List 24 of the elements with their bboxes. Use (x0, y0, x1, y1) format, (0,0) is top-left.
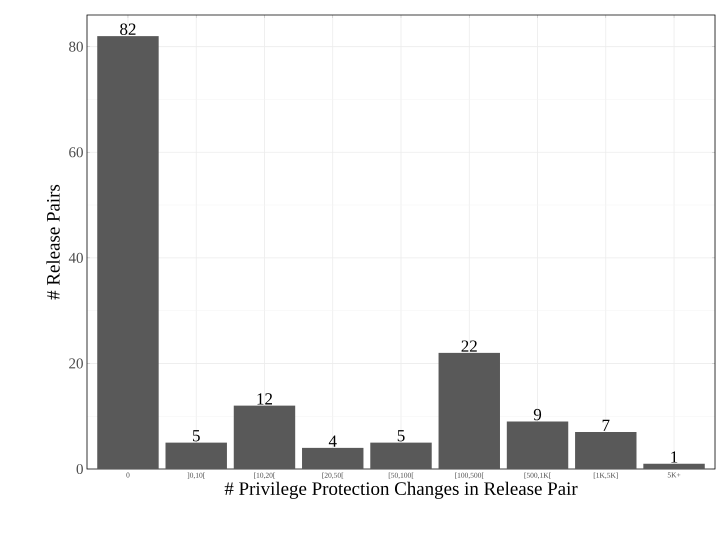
bar (438, 352, 500, 469)
data-label: 7 (602, 420, 610, 431)
bar (575, 432, 637, 469)
data-label: 5 (192, 430, 200, 442)
bar (302, 448, 364, 469)
bar (506, 421, 568, 469)
y-axis-title: # Release Pairs (46, 184, 60, 300)
data-label: 1 (671, 451, 678, 463)
bar (234, 406, 296, 469)
data-label: 4 (328, 436, 337, 447)
data-label: 12 (257, 393, 272, 404)
y-tick-label: 60 (69, 147, 83, 158)
bar (97, 36, 159, 469)
bar (166, 442, 227, 469)
bar (370, 442, 432, 469)
data-label: 9 (534, 408, 542, 420)
data-label: 82 (120, 23, 136, 35)
y-tick-label: 20 (69, 358, 83, 368)
y-tick-label: 40 (68, 252, 83, 263)
x-axis-title: # Privilege Protection Changes in Release Pair (224, 482, 578, 499)
data-label: 22 (462, 340, 477, 352)
y-tick-label: 80 (69, 42, 83, 52)
bar (643, 464, 705, 469)
data-label: 5 (398, 430, 405, 442)
